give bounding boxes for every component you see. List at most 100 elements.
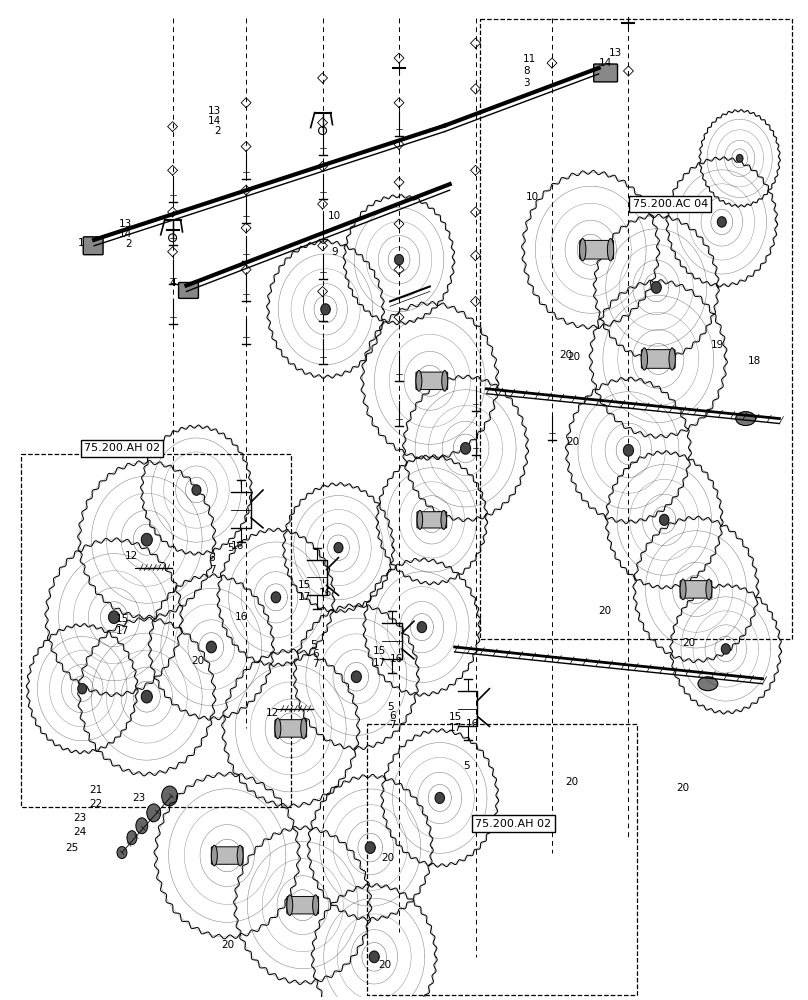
Text: 20: 20 bbox=[221, 940, 234, 950]
Ellipse shape bbox=[417, 510, 423, 529]
Polygon shape bbox=[365, 842, 375, 853]
Ellipse shape bbox=[127, 831, 137, 845]
Ellipse shape bbox=[287, 895, 292, 916]
Ellipse shape bbox=[669, 348, 675, 370]
Polygon shape bbox=[653, 353, 663, 365]
FancyBboxPatch shape bbox=[275, 720, 307, 737]
Text: 13: 13 bbox=[208, 106, 221, 116]
Text: 20: 20 bbox=[676, 783, 689, 793]
Ellipse shape bbox=[301, 718, 307, 739]
Bar bbox=[21, 454, 291, 807]
Ellipse shape bbox=[441, 510, 447, 529]
Text: 16: 16 bbox=[231, 541, 245, 551]
Ellipse shape bbox=[416, 370, 422, 391]
Text: 14: 14 bbox=[600, 58, 612, 68]
Text: 20: 20 bbox=[567, 352, 580, 362]
Ellipse shape bbox=[608, 239, 614, 261]
Text: 20: 20 bbox=[682, 638, 695, 648]
Text: 17: 17 bbox=[372, 658, 386, 668]
Text: 20: 20 bbox=[381, 853, 394, 863]
Text: 5: 5 bbox=[388, 702, 394, 712]
FancyBboxPatch shape bbox=[642, 350, 675, 368]
Polygon shape bbox=[321, 304, 330, 315]
Text: 13: 13 bbox=[119, 219, 132, 229]
Text: 15: 15 bbox=[372, 646, 386, 656]
Text: 6: 6 bbox=[312, 649, 318, 659]
Polygon shape bbox=[271, 592, 280, 603]
Polygon shape bbox=[427, 515, 436, 525]
Text: 20: 20 bbox=[191, 656, 204, 666]
FancyBboxPatch shape bbox=[416, 372, 448, 390]
Ellipse shape bbox=[442, 370, 448, 391]
Polygon shape bbox=[651, 282, 661, 293]
Polygon shape bbox=[436, 793, 444, 803]
Ellipse shape bbox=[162, 786, 178, 806]
Text: 23: 23 bbox=[132, 793, 145, 803]
Text: 75.200.AH 02: 75.200.AH 02 bbox=[475, 819, 551, 829]
Text: 9: 9 bbox=[332, 247, 339, 257]
Ellipse shape bbox=[698, 677, 718, 691]
Text: 15: 15 bbox=[116, 614, 129, 624]
Text: 2: 2 bbox=[215, 126, 221, 136]
Ellipse shape bbox=[680, 579, 686, 600]
Polygon shape bbox=[369, 951, 379, 963]
Bar bbox=[368, 724, 638, 995]
Text: 7: 7 bbox=[389, 720, 396, 730]
Polygon shape bbox=[718, 217, 726, 227]
Polygon shape bbox=[417, 622, 427, 633]
Polygon shape bbox=[192, 485, 201, 495]
FancyBboxPatch shape bbox=[287, 896, 318, 914]
Text: 6: 6 bbox=[389, 711, 396, 721]
Text: 25: 25 bbox=[65, 843, 78, 853]
Bar bbox=[481, 19, 793, 639]
Polygon shape bbox=[297, 899, 308, 911]
Polygon shape bbox=[394, 255, 403, 265]
Ellipse shape bbox=[238, 845, 243, 866]
Polygon shape bbox=[221, 849, 233, 862]
Ellipse shape bbox=[212, 845, 217, 866]
FancyBboxPatch shape bbox=[594, 64, 617, 82]
Polygon shape bbox=[659, 514, 669, 525]
Text: 6: 6 bbox=[208, 553, 215, 563]
Text: 75.200.AH 02: 75.200.AH 02 bbox=[84, 443, 160, 453]
Polygon shape bbox=[737, 155, 743, 162]
Text: 5: 5 bbox=[310, 640, 317, 650]
Text: 16: 16 bbox=[235, 612, 248, 622]
Text: 17: 17 bbox=[116, 626, 129, 636]
Ellipse shape bbox=[642, 348, 647, 370]
Ellipse shape bbox=[147, 804, 161, 822]
Text: 11: 11 bbox=[523, 54, 537, 64]
Text: 18: 18 bbox=[747, 356, 761, 366]
Text: 7: 7 bbox=[208, 565, 215, 575]
Text: 7: 7 bbox=[312, 659, 318, 669]
Text: 15: 15 bbox=[448, 712, 461, 722]
Polygon shape bbox=[206, 641, 217, 653]
Polygon shape bbox=[334, 543, 343, 553]
Text: 10: 10 bbox=[526, 192, 539, 202]
Text: 20: 20 bbox=[566, 437, 579, 447]
Polygon shape bbox=[424, 375, 436, 387]
Text: 8: 8 bbox=[523, 66, 530, 76]
Polygon shape bbox=[461, 443, 470, 454]
Polygon shape bbox=[351, 671, 361, 682]
Text: 75.200.AC 04: 75.200.AC 04 bbox=[633, 199, 708, 209]
Polygon shape bbox=[141, 534, 152, 546]
Ellipse shape bbox=[136, 818, 148, 834]
Polygon shape bbox=[78, 684, 86, 694]
Polygon shape bbox=[585, 244, 596, 256]
Text: 20: 20 bbox=[599, 606, 612, 616]
Polygon shape bbox=[722, 644, 730, 654]
Text: 4: 4 bbox=[169, 278, 175, 288]
FancyBboxPatch shape bbox=[83, 237, 103, 255]
Text: 2: 2 bbox=[125, 239, 132, 249]
Text: 16: 16 bbox=[318, 588, 332, 598]
Text: 21: 21 bbox=[89, 785, 102, 795]
Polygon shape bbox=[285, 722, 297, 735]
Text: 10: 10 bbox=[327, 211, 340, 221]
Text: 16: 16 bbox=[465, 719, 479, 729]
Polygon shape bbox=[624, 445, 633, 456]
FancyBboxPatch shape bbox=[680, 581, 712, 598]
Polygon shape bbox=[691, 584, 701, 595]
Text: 14: 14 bbox=[119, 229, 132, 239]
Text: 20: 20 bbox=[559, 350, 572, 360]
